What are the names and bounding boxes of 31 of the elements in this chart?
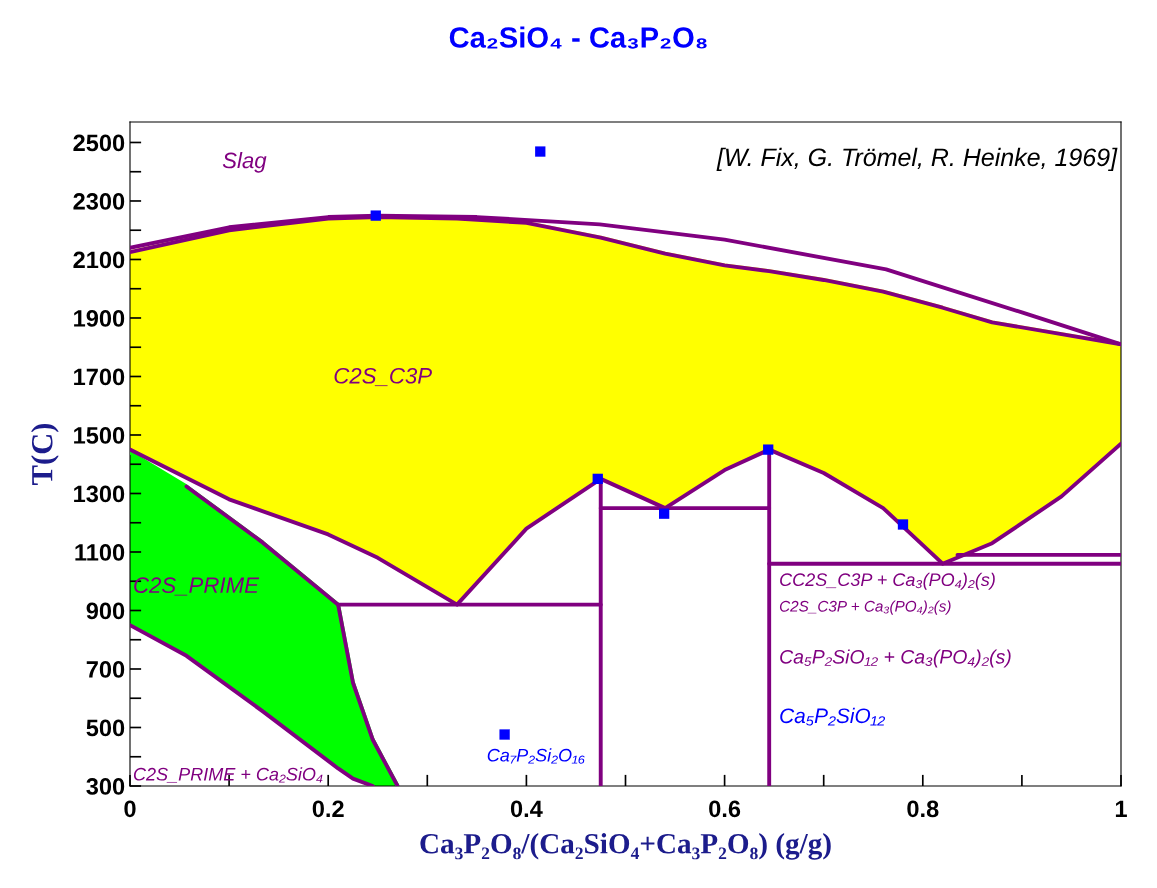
y-tick-label: 1900 <box>74 310 125 327</box>
y-tick-label: 1100 <box>75 544 125 561</box>
annotation: Ca₅P₂SiO₁₂ <box>780 707 886 726</box>
y-tick-label: 2300 <box>73 193 125 210</box>
y-tick-label: 1700 <box>74 368 125 386</box>
annotation: CC2S_C3P + Ca₃(PO₄)₂(s) <box>780 572 995 590</box>
x-tick-label: 0.8 <box>907 800 939 818</box>
x-tick-label: 0 <box>124 800 136 818</box>
y-tick-label: 700 <box>86 661 125 678</box>
y-tick-label: 1300 <box>74 485 125 503</box>
y-tick-label: 2100 <box>73 251 125 269</box>
annotation: Ca₅P₂SiO₁₂ + Ca₃(PO₄)₂(s) <box>780 649 1011 668</box>
y-tick-label: 300 <box>86 778 125 795</box>
annotation: Ca₇P₂Si₂O₁₆ <box>487 748 585 764</box>
chart-title: Ca₂SiO₄ - Ca₃P₂O₈ <box>449 26 707 49</box>
annotation: Slag <box>222 152 267 173</box>
annotation: C2S_C3P <box>334 367 432 387</box>
x-tick-label: 0.2 <box>312 800 344 818</box>
y-tick-label: 1500 <box>74 427 125 444</box>
annotation: [W. Fix, G. Trömel, R. Heinke, 1969] <box>716 147 1118 172</box>
y-axis-title: T(C) <box>31 423 59 485</box>
x-tick-label: 0.4 <box>510 800 543 818</box>
annotation: C2S_PRIME <box>134 577 260 596</box>
x-axis-title: Ca₃P₂O₈/(Ca₂SiO₄+Ca₃P₂O₈) (g/g) <box>420 833 831 860</box>
y-tick-label: 900 <box>86 602 125 620</box>
y-tick-label: 2500 <box>73 134 125 152</box>
x-tick-label: 0.6 <box>709 800 741 818</box>
x-tick-label: 1 <box>1115 800 1127 817</box>
annotation: C2S_C3P + Ca₃(PO₄)₂(s) <box>779 600 951 615</box>
annotation: C2S_PRIME + Ca₂SiO₄ <box>133 767 323 783</box>
y-tick-label: 500 <box>86 719 125 737</box>
